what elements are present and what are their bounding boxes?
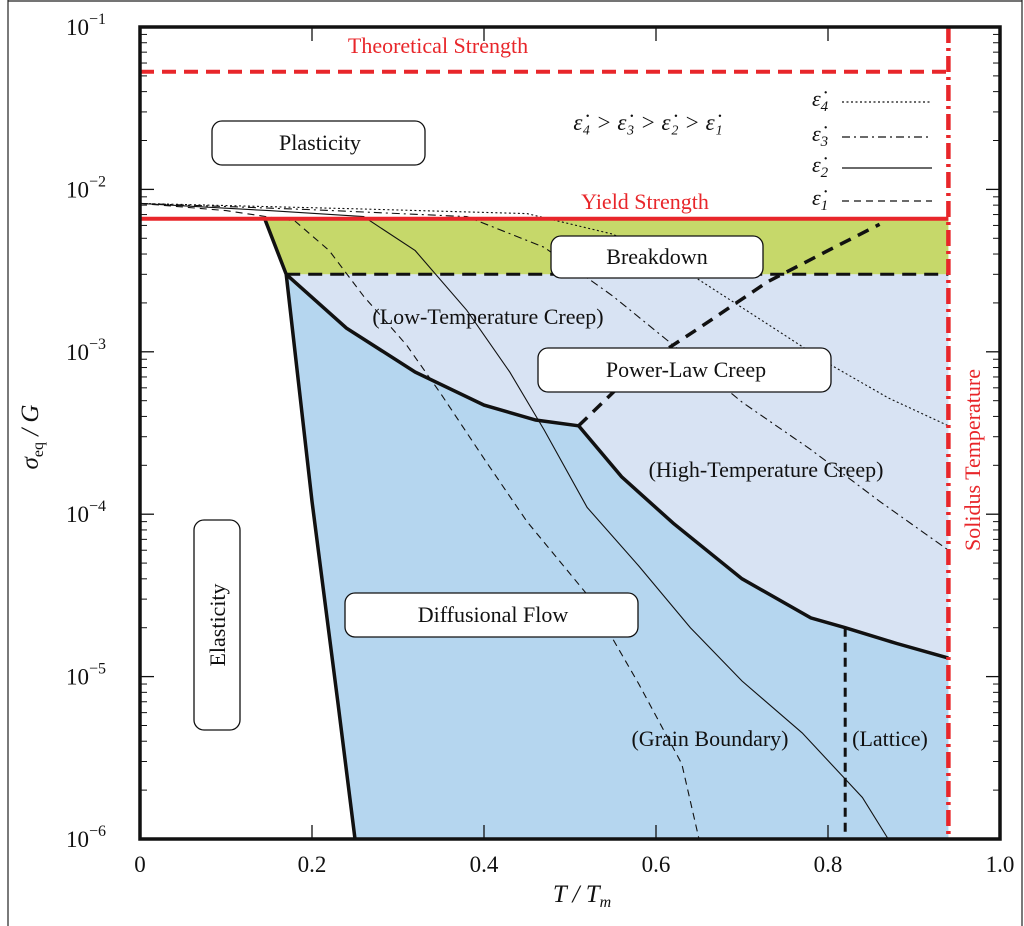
high-temperature-creep-label: (High-Temperature Creep) [649, 457, 884, 482]
y-axis-title-tail: / G [17, 405, 44, 443]
power-law-creep-label: Power-Law Creep [606, 357, 766, 382]
y-tick-label: 10−1 [66, 11, 106, 40]
reference-lines [140, 27, 951, 839]
axis-ticks: 0 0.2 0.4 0.6 0.8 1.0 10−6 10−5 10−4 10−3 10−2 10−1 [66, 11, 1014, 877]
x-axis-title-main: T / T [553, 881, 602, 908]
x-tick-label: 0.8 [814, 852, 843, 877]
strain-rate-curve-2 [139, 202, 889, 840]
plasticity-label: Plasticity [279, 130, 361, 155]
solidus-temperature-label: Solidus Temperature [960, 369, 985, 551]
power-law-creep-box [537, 347, 832, 393]
legend: ε̇4 ε̇3 ε̇2 ε̇1 [812, 86, 932, 214]
diffusional-flow-region [286, 274, 949, 839]
low-temp-creep-boundary [285, 272, 579, 428]
y-tick-label: 10−3 [66, 336, 106, 365]
grain-boundary-label: (Grain Boundary) [631, 726, 788, 751]
elastic-limit-boundary [263, 218, 357, 840]
strain-rate-curve-1 [139, 202, 700, 840]
diffusional-flow-label: Diffusional Flow [418, 602, 569, 627]
legend-label: ε̇4 [812, 86, 829, 115]
y-tick-label: 10−5 [66, 661, 106, 690]
y-tick-label: 10−4 [66, 498, 106, 527]
x-tick-label: 0 [134, 852, 146, 877]
yield-strength-label: Yield Strength [581, 189, 709, 214]
x-tick-label: 1.0 [986, 852, 1015, 877]
x-axis-title: T / Tm [553, 881, 611, 911]
elasticity-label: Elasticity [205, 583, 230, 666]
theoretical-strength-label: Theoretical Strength [348, 33, 528, 58]
legend-label: ε̇1 [812, 185, 828, 214]
y-axis-title: σeq / G [17, 405, 47, 470]
rate-ordering-label: ε̇₄ > ε̇₃ > ε̇₂ > ε̇₁ [573, 110, 722, 135]
x-axis-title-sub: m [600, 894, 612, 911]
high-temp-creep-boundary [577, 424, 949, 660]
breakdown-box [550, 235, 764, 279]
lattice-label: (Lattice) [852, 726, 928, 751]
legend-label: ε̇3 [812, 121, 828, 150]
y-axis-title-main: σ [17, 455, 44, 469]
y-tick-label: 10−2 [66, 173, 106, 202]
x-tick-label: 0.6 [642, 852, 671, 877]
plasticity-box [211, 120, 426, 166]
x-tick-label: 0.2 [298, 852, 327, 877]
y-tick-label: 10−6 [66, 823, 106, 852]
breakdown-label: Breakdown [606, 244, 707, 269]
elasticity-box [193, 519, 241, 731]
x-tick-label: 0.4 [470, 852, 499, 877]
y-axis-title-sub: eq [30, 442, 47, 457]
plot-frame [138, 25, 1002, 841]
low-temperature-creep-label: (Low-Temperature Creep) [372, 304, 603, 329]
legend-label: ε̇2 [812, 152, 829, 181]
diffusional-flow-box [344, 592, 639, 638]
